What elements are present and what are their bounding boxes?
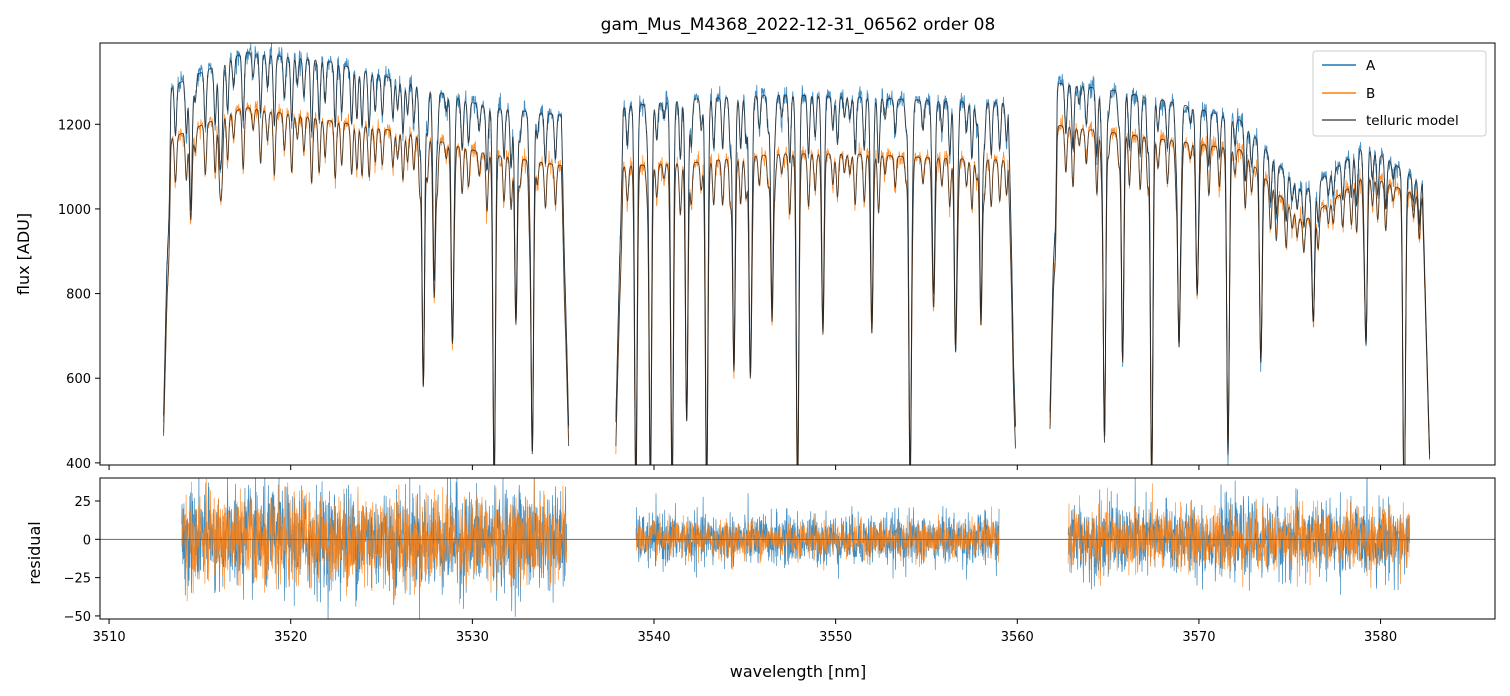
x-tick-label: 3550 xyxy=(819,630,852,645)
chart-title: gam_Mus_M4368_2022-12-31_06562 order 08 xyxy=(601,15,996,35)
legend: A B telluric model xyxy=(1312,50,1487,137)
telluric-model-line xyxy=(163,107,570,465)
residual-panel: 250−25−50 3510 3520 3530 3540 3550 3560 3570 35… xyxy=(25,477,1496,681)
telluric-model-line xyxy=(615,153,1016,465)
flux-y-tick-label: 600 xyxy=(66,372,91,387)
residual-b-line xyxy=(1067,483,1410,589)
x-tick-label: 3530 xyxy=(456,630,489,645)
x-tick-label: 3580 xyxy=(1364,630,1397,645)
flux-y-axis: 400 600 800 1000 1200 xyxy=(58,118,100,472)
residual-y-tick-label: 25 xyxy=(74,495,91,510)
x-tick-label: 3560 xyxy=(1001,630,1034,645)
x-tick-label: 3540 xyxy=(637,630,670,645)
legend-box xyxy=(1312,50,1487,137)
residual-y-axis: 25 0 −25 −50 xyxy=(64,495,100,625)
residual-x-axis: 3510 3520 3530 3540 3550 3560 3570 3580 xyxy=(93,619,1397,645)
legend-label-a: A xyxy=(1366,58,1376,74)
telluric-model-line xyxy=(163,52,570,465)
flux-y-axis-label: flux [ADU] xyxy=(14,213,33,295)
flux-panel-frame xyxy=(99,42,1496,466)
telluric-model-line xyxy=(615,94,1016,465)
flux-y-tick-label: 1000 xyxy=(58,203,91,218)
flux-x-axis-ticks xyxy=(108,465,1382,470)
flux-panel: 400 600 800 1000 1200 flux [ADU] A B telluri… xyxy=(14,42,1496,472)
residual-b-line xyxy=(181,478,568,605)
series-a-line xyxy=(163,43,570,465)
telluric-model-line xyxy=(1049,125,1431,465)
legend-label-b: B xyxy=(1366,86,1375,102)
flux-y-tick-label: 800 xyxy=(66,288,91,303)
x-tick-label: 3570 xyxy=(1182,630,1215,645)
legend-label-telluric: telluric model xyxy=(1366,113,1459,129)
residual-y-tick-label: 0 xyxy=(83,533,91,548)
residual-y-axis-label: residual xyxy=(25,521,44,584)
flux-y-tick-label: 400 xyxy=(66,457,91,472)
residual-panel-frame xyxy=(99,477,1496,620)
residual-plot-area xyxy=(100,478,1495,619)
residual-b-line xyxy=(635,506,1000,571)
x-axis-label: wavelength [nm] xyxy=(730,662,867,681)
x-tick-label: 3520 xyxy=(274,630,307,645)
residual-y-tick-label: −25 xyxy=(64,572,91,587)
flux-y-tick-label: 1200 xyxy=(58,118,91,133)
residual-y-tick-label: −50 xyxy=(64,610,91,625)
series-b-line xyxy=(163,100,570,465)
x-tick-label: 3510 xyxy=(93,630,126,645)
flux-plot-area xyxy=(163,43,1431,465)
